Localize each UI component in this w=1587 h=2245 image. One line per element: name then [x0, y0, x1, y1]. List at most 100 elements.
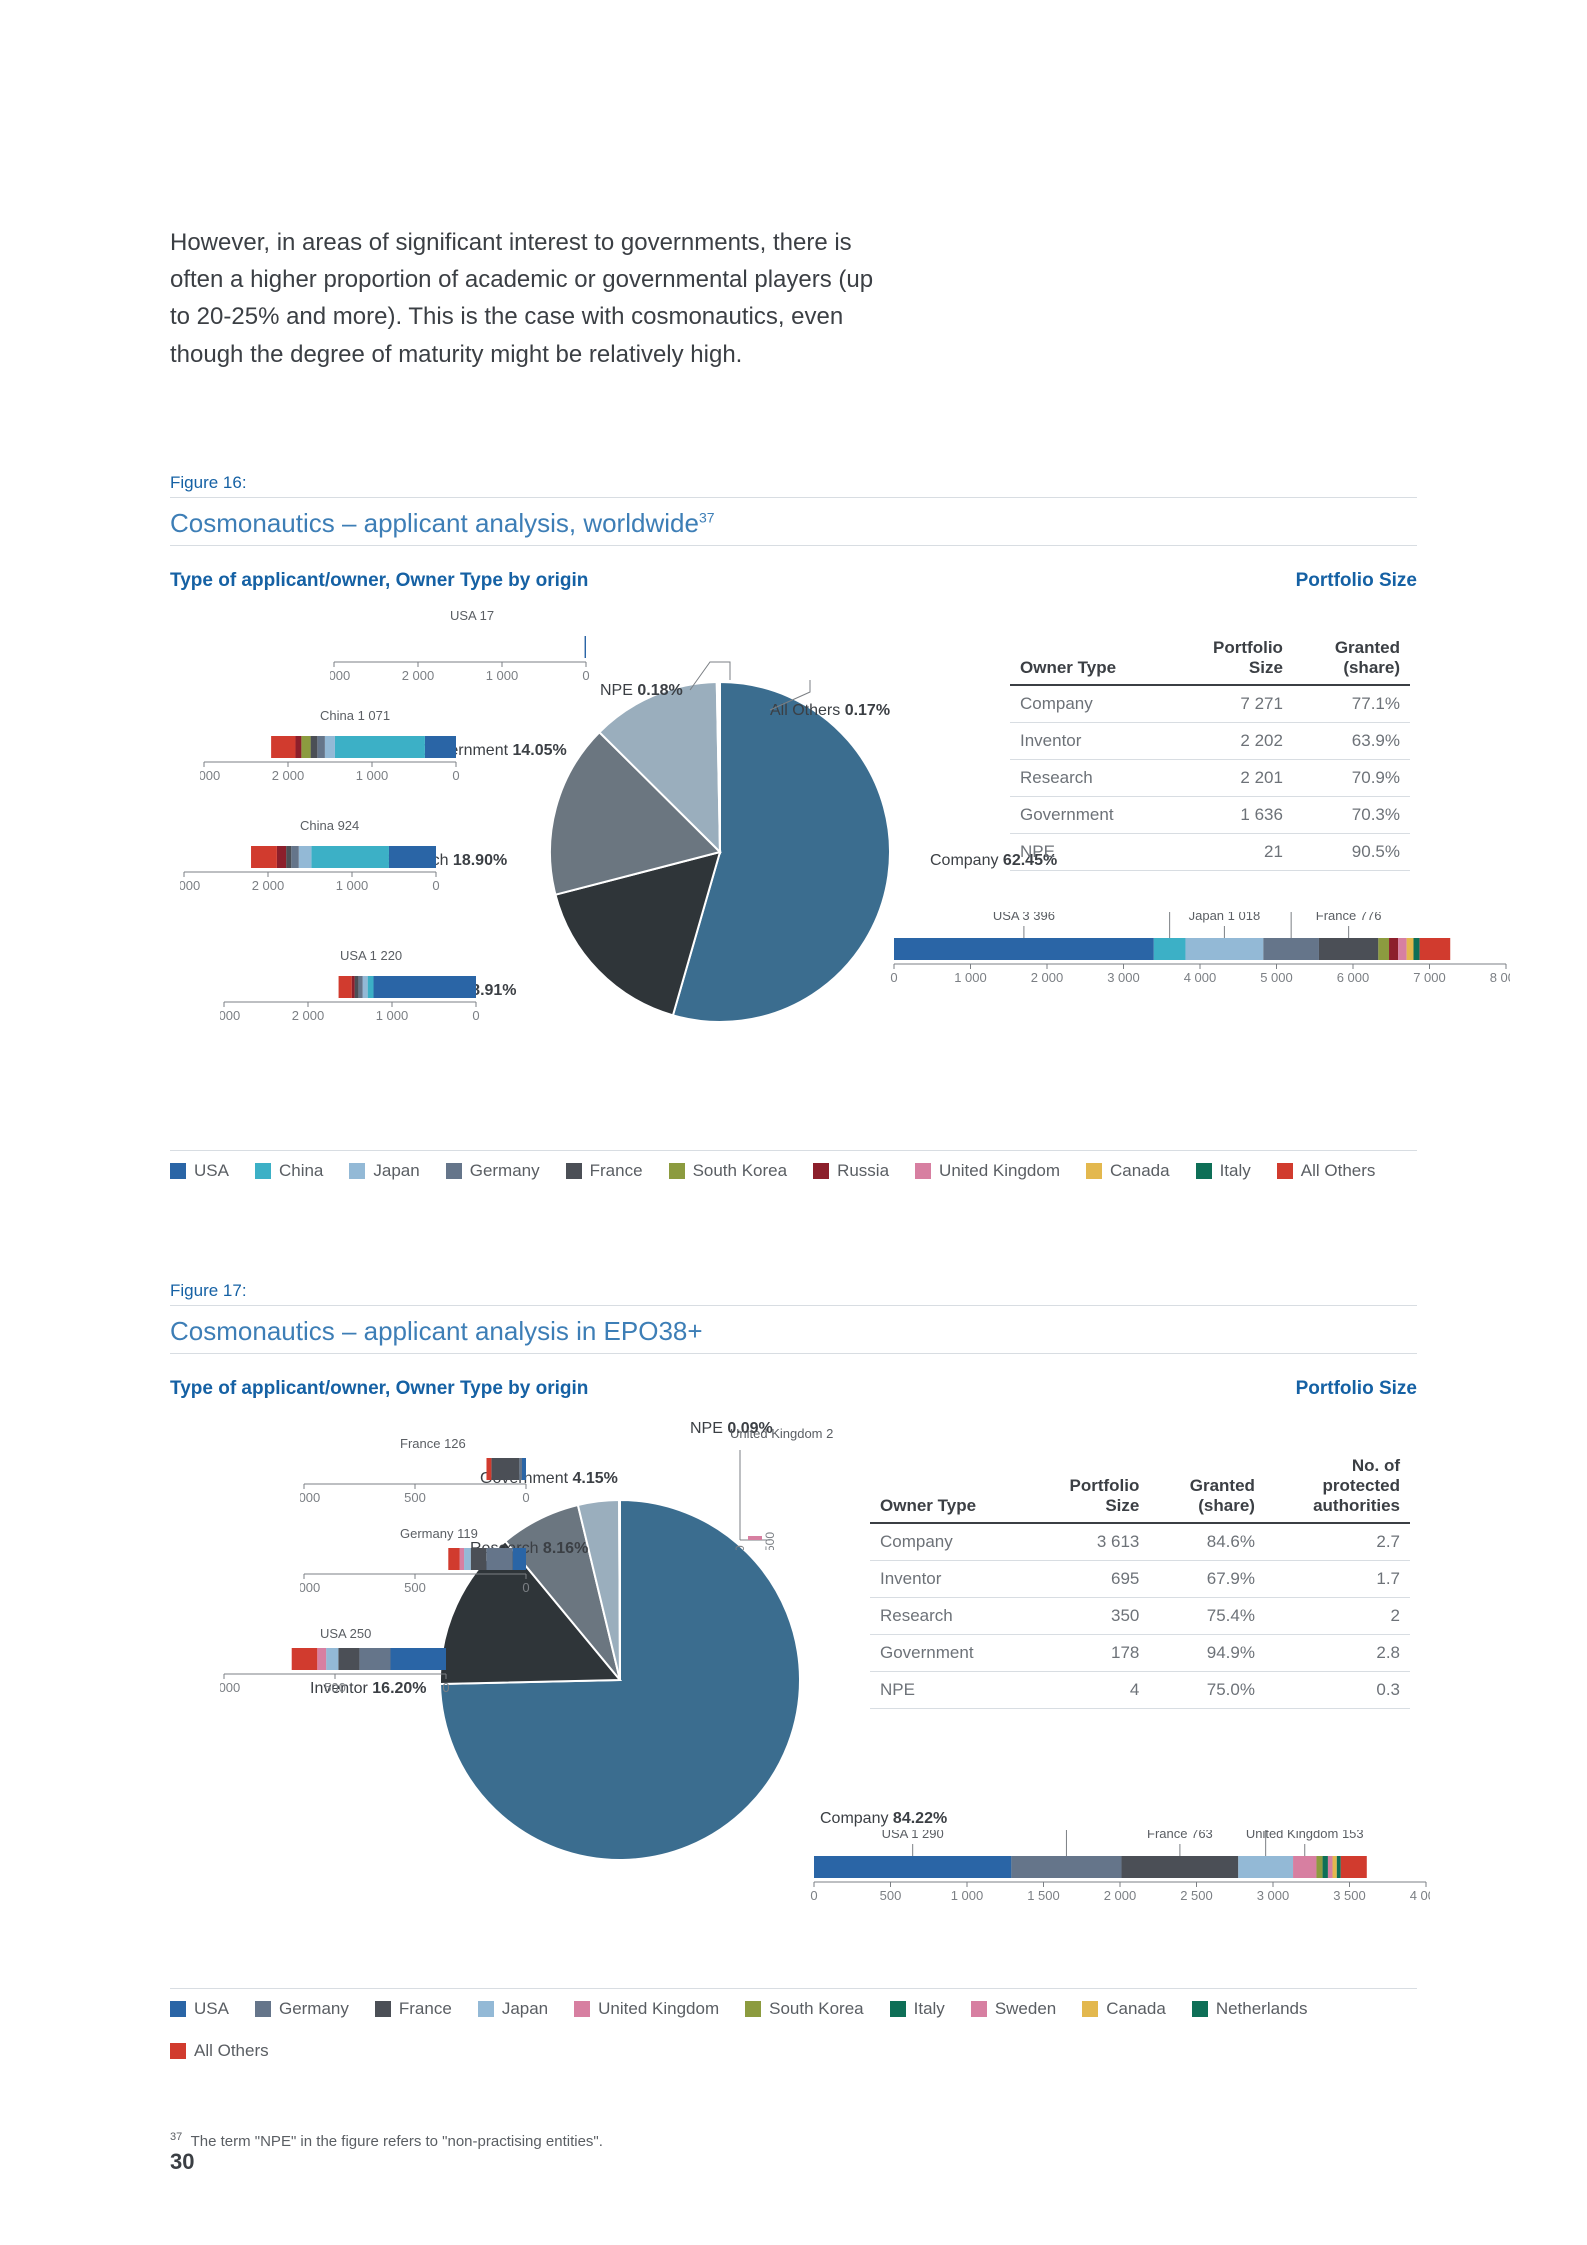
legend-swatch [1277, 1163, 1293, 1179]
portfolio-table: Owner TypePortfolioSizeGranted(share)Com… [1010, 632, 1410, 871]
legend-item: United Kingdom [574, 1999, 719, 2019]
company-origin-bar: 01 0002 0003 0004 0005 0006 0007 0008 00… [890, 912, 1510, 1021]
legend-item: USA [170, 1999, 229, 2019]
legend-item: Germany [255, 1999, 349, 2019]
legend-label: China [279, 1161, 323, 1181]
legend-item: Canada [1082, 1999, 1166, 2019]
svg-text:7 000: 7 000 [1413, 970, 1446, 985]
footnote-sup: 37 [170, 2131, 182, 2143]
legend-item: Japan [349, 1161, 419, 1181]
legend-swatch [669, 1163, 685, 1179]
intro-paragraph: However, in areas of significant interes… [170, 224, 890, 373]
svg-text:2 000: 2 000 [272, 768, 305, 783]
legend-item: Italy [1196, 1161, 1251, 1181]
figure-17: Figure 17: Cosmonautics – applicant anal… [170, 1281, 1417, 2061]
footnote-text: The term "NPE" in the figure refers to "… [191, 2133, 603, 2150]
legend-swatch [170, 1163, 186, 1179]
svg-text:1 000: 1 000 [356, 768, 389, 783]
legend-label: Japan [373, 1161, 419, 1181]
svg-text:0: 0 [890, 970, 897, 985]
figure-17-sub-right: Portfolio Size [1296, 1378, 1417, 1400]
figure-16-canvas: NPE 0.18%All Others 0.17%Government 14.0… [170, 602, 1417, 1132]
figure-17-label: Figure 17: [170, 1281, 1417, 1306]
legend-item: South Korea [745, 1999, 864, 2019]
svg-text:3 000: 3 000 [1107, 970, 1140, 985]
portfolio-table: Owner TypePortfolioSizeGranted(share)No.… [870, 1450, 1410, 1709]
svg-text:1 500: 1 500 [1027, 1888, 1060, 1903]
legend-swatch [890, 2001, 906, 2017]
legend-label: United Kingdom [598, 1999, 719, 2019]
callout-label: China 924 [300, 818, 359, 833]
legend-item: Canada [1086, 1161, 1170, 1181]
callout-label: China 1 071 [320, 708, 390, 723]
legend-swatch [170, 2043, 186, 2059]
legend-item: United Kingdom [915, 1161, 1060, 1181]
legend-swatch [375, 2001, 391, 2017]
svg-text:1 000: 1 000 [954, 970, 987, 985]
svg-text:3 000: 3 000 [1257, 1888, 1290, 1903]
svg-text:500: 500 [404, 1580, 426, 1595]
legend-swatch [478, 2001, 494, 2017]
legend-swatch [349, 1163, 365, 1179]
npe-minibar: 0 500 [730, 1440, 780, 1555]
svg-text:2 000: 2 000 [402, 668, 435, 683]
legend-item: USA [170, 1161, 229, 1181]
svg-text:5 000: 5 000 [1260, 970, 1293, 985]
legend-label: Russia [837, 1161, 889, 1181]
svg-text:0: 0 [452, 768, 459, 783]
svg-text:Japan 1 018: Japan 1 018 [1189, 912, 1261, 923]
legend-swatch [255, 2001, 271, 2017]
svg-text:3 500: 3 500 [1333, 1888, 1366, 1903]
legend-label: Italy [914, 1999, 945, 2019]
legend-item: All Others [170, 2041, 269, 2061]
svg-text:0: 0 [472, 1008, 479, 1023]
legend-label: All Others [1301, 1161, 1376, 1181]
chart-label: Company 84.22% [820, 1810, 947, 1828]
figure-17-legend: USA Germany France Japan United Kingdom South… [170, 1988, 1417, 2061]
figure-16-subhead: Type of applicant/owner, Owner Type by o… [170, 570, 1417, 592]
origin-minibar: 1 0005000 [220, 1640, 450, 1719]
svg-text:4 000: 4 000 [1410, 1888, 1430, 1903]
legend-label: France [399, 1999, 452, 2019]
callout-label: France 126 [400, 1436, 466, 1451]
legend-item: Italy [890, 1999, 945, 2019]
legend-swatch [813, 1163, 829, 1179]
svg-text:1 000: 1 000 [376, 1008, 409, 1023]
legend-label: South Korea [693, 1161, 788, 1181]
figure-17-title: Cosmonautics – applicant analysis in EPO… [170, 1306, 1417, 1354]
figure-17-sub-left: Type of applicant/owner, Owner Type by o… [170, 1378, 588, 1400]
legend-swatch [566, 1163, 582, 1179]
svg-text:500: 500 [404, 1490, 426, 1505]
callout-label: USA 17 [450, 608, 494, 623]
legend-item: Russia [813, 1161, 889, 1181]
svg-text:0: 0 [442, 1680, 449, 1695]
figure-17-subhead: Type of applicant/owner, Owner Type by o… [170, 1378, 1417, 1400]
legend-item: China [255, 1161, 323, 1181]
legend-label: All Others [194, 2041, 269, 2061]
legend-swatch [1086, 1163, 1102, 1179]
legend-item: Germany [446, 1161, 540, 1181]
figure-16-title: Cosmonautics – applicant analysis, world… [170, 498, 1417, 546]
svg-text:3 000: 3 000 [220, 1008, 240, 1023]
legend-swatch [1196, 1163, 1212, 1179]
figure-16-title-text: Cosmonautics – applicant analysis, world… [170, 508, 699, 538]
legend-label: USA [194, 1999, 229, 2019]
figure-16-sub-right: Portfolio Size [1296, 570, 1417, 592]
legend-label: Japan [502, 1999, 548, 2019]
origin-minibar: 1 0005000 [300, 1540, 530, 1619]
svg-text:0: 0 [432, 878, 439, 893]
legend-item: France [375, 1999, 452, 2019]
figure-16-title-sup: 37 [699, 509, 715, 525]
svg-text:0: 0 [522, 1490, 529, 1505]
origin-minibar: 3 0002 0001 0000 [180, 832, 440, 917]
svg-text:0: 0 [733, 1545, 747, 1550]
svg-text:500: 500 [880, 1888, 902, 1903]
legend-item: Japan [478, 1999, 548, 2019]
svg-text:2 000: 2 000 [292, 1008, 325, 1023]
legend-label: Germany [279, 1999, 349, 2019]
legend-swatch [574, 2001, 590, 2017]
svg-text:United Kingdom 153: United Kingdom 153 [1246, 1830, 1364, 1841]
legend-swatch [446, 1163, 462, 1179]
legend-label: South Korea [769, 1999, 864, 2019]
svg-text:500: 500 [763, 1531, 777, 1549]
